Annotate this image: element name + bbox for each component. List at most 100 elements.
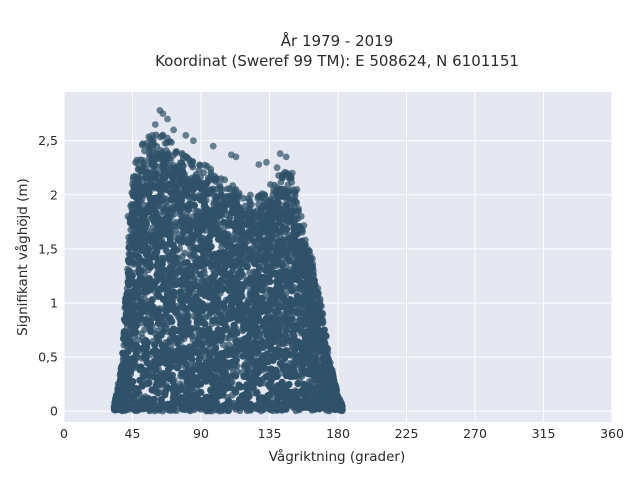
data-point: [144, 379, 152, 387]
data-point: [317, 311, 325, 319]
data-point: [149, 232, 157, 240]
data-point: [188, 401, 195, 409]
data-point: [160, 169, 169, 177]
data-point: [139, 140, 147, 148]
data-point: [309, 293, 317, 301]
outlier-point: [273, 164, 281, 172]
data-point: [147, 254, 155, 262]
data-point: [158, 196, 166, 205]
data-point: [304, 394, 312, 402]
data-point: [316, 338, 324, 346]
data-point: [183, 153, 190, 161]
data-point: [162, 299, 170, 307]
data-point: [168, 174, 177, 182]
data-point: [213, 358, 221, 366]
data-point: [279, 406, 287, 414]
data-point: [138, 167, 146, 175]
data-point: [275, 317, 283, 325]
data-point: [166, 233, 174, 241]
outlier-point: [276, 150, 284, 158]
data-point: [216, 186, 224, 193]
data-point: [194, 335, 202, 343]
data-point: [262, 217, 270, 226]
data-point: [300, 380, 308, 389]
data-point: [279, 340, 287, 348]
data-point: [172, 164, 180, 172]
data-point: [145, 208, 153, 216]
data-point: [244, 277, 252, 285]
data-point: [265, 231, 273, 239]
data-point: [162, 307, 170, 315]
data-point: [283, 304, 291, 312]
data-point: [306, 270, 314, 278]
data-point: [241, 362, 250, 370]
data-point: [247, 351, 255, 359]
data-point: [165, 216, 173, 225]
y-tick-label: 2,5: [38, 133, 58, 148]
data-point: [298, 226, 306, 234]
data-point: [241, 335, 249, 343]
data-point: [217, 191, 225, 199]
data-point: [179, 345, 187, 353]
data-point: [208, 275, 216, 283]
data-point: [177, 177, 185, 185]
data-point: [196, 161, 204, 169]
data-point: [224, 407, 232, 415]
data-point: [324, 375, 332, 383]
data-point: [237, 281, 245, 289]
data-point: [293, 340, 301, 349]
data-point: [219, 319, 227, 327]
data-point: [224, 243, 232, 251]
data-point: [289, 219, 298, 227]
data-point: [253, 311, 261, 319]
data-point: [126, 338, 134, 347]
data-point: [286, 296, 294, 304]
data-point: [236, 270, 244, 278]
data-point: [154, 150, 162, 158]
data-point: [251, 294, 260, 302]
data-point: [274, 335, 282, 343]
data-point: [140, 305, 148, 313]
data-point: [274, 193, 282, 201]
data-point: [170, 382, 178, 390]
data-point: [257, 236, 265, 244]
data-point: [125, 332, 133, 340]
data-point: [145, 275, 153, 283]
data-point: [212, 286, 220, 294]
data-point: [185, 290, 193, 298]
data-point: [207, 169, 215, 176]
data-point: [214, 260, 222, 268]
data-point: [265, 381, 273, 389]
data-point: [123, 291, 131, 299]
data-point: [288, 275, 296, 283]
data-point: [126, 320, 135, 329]
data-point: [253, 389, 261, 397]
data-point: [288, 244, 296, 252]
data-point: [155, 380, 163, 388]
data-point: [308, 285, 316, 293]
data-point: [145, 149, 153, 157]
data-point: [220, 230, 228, 238]
data-point: [230, 298, 238, 306]
data-point: [138, 187, 147, 195]
data-point: [188, 355, 196, 363]
data-point: [190, 194, 199, 202]
data-point: [177, 321, 185, 329]
data-point: [224, 185, 232, 193]
data-point: [307, 383, 315, 392]
data-point: [253, 325, 261, 333]
data-point: [140, 242, 148, 250]
data-point: [171, 186, 179, 194]
data-point: [310, 389, 319, 397]
data-point: [290, 371, 298, 379]
x-tick-labels: 0 45 90 135 180 225 270 315 360: [60, 426, 624, 441]
y-tick-label: 1,5: [38, 241, 58, 256]
data-point: [132, 350, 140, 358]
data-point: [271, 200, 279, 209]
data-point: [187, 252, 195, 260]
data-point: [174, 236, 182, 244]
data-point: [214, 235, 223, 243]
data-point: [196, 287, 205, 295]
data-point: [152, 208, 160, 216]
data-point: [170, 288, 178, 297]
